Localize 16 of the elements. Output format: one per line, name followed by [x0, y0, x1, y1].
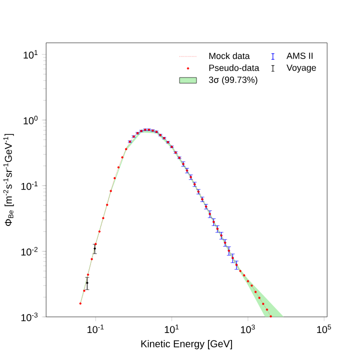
legend-label: Pseudo-data [209, 64, 260, 72]
x-tick-label: 10$^{1}$ [164, 324, 179, 334]
x-tick-label: 10$^{3}$ [241, 324, 255, 334]
x-tick-label: 10$^{5}$ [317, 324, 332, 334]
x-axis-title: Kinetic Energy [GeV] [141, 340, 232, 350]
legend-label: Mock data [209, 52, 250, 60]
y-tick-label: 10$^{-3}$ [21, 312, 38, 322]
legend-label: Voyage [286, 64, 316, 73]
text: Φ$_{Be}$ [m$^{-2}$s$^{-1}$sr$^{-1}$GeV$^{-1}$] [3, 134, 14, 226]
y-tick-label: 10$^{0}$ [24, 116, 38, 124]
x-tick-label: 10$^{-1}$ [88, 324, 104, 334]
y-tick-label: 10$^{-1}$ [21, 182, 38, 190]
legend-label: 3σ (99.73%) [208, 76, 258, 85]
y-tick-label: 10$^{-2}$ [21, 247, 38, 256]
y-tick-label: 10$^{1}$ [24, 50, 38, 59]
legend-label: AMS II [286, 52, 313, 60]
